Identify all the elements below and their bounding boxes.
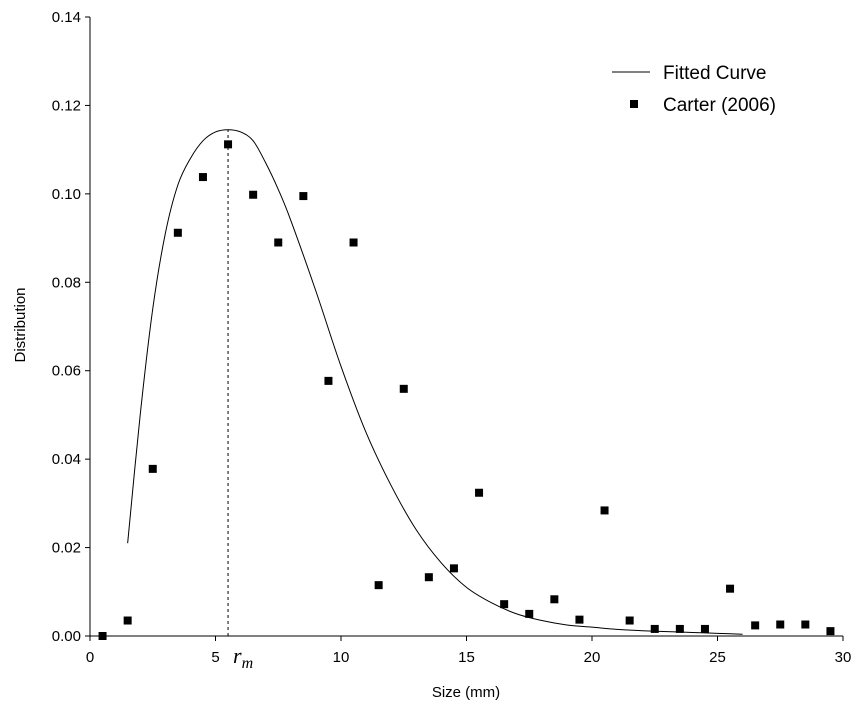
carter-data-point [700, 624, 709, 633]
carter-data-point [249, 190, 258, 199]
y-tick-label: 0.00 [52, 628, 81, 645]
y-tick-label: 0.06 [52, 363, 81, 380]
y-axis-label: Distribution [12, 287, 29, 362]
carter-data-point [123, 616, 132, 625]
x-tick-label: 10 [333, 649, 350, 666]
rm-annotation-label: rm [233, 643, 253, 672]
rm-annotation-main: r [233, 643, 242, 668]
carter-data-point [575, 615, 584, 624]
carter-data-point [424, 573, 433, 582]
carter-data-point [324, 376, 333, 385]
carter-data-point [224, 140, 233, 149]
rm-annotation-subscript: m [242, 655, 254, 672]
carter-data-point [525, 609, 534, 618]
carter-data-point [650, 624, 659, 633]
carter-data-point [449, 564, 458, 573]
carter-data-point [399, 384, 408, 393]
carter-data-point [349, 238, 358, 247]
carter-data-point [500, 600, 509, 609]
legend-entry-carter-2006: Carter (2006) [663, 95, 776, 116]
y-tick-label: 0.10 [52, 186, 81, 203]
carter-data-point [374, 581, 383, 590]
axes: 0.00 0.02 0.04 0.06 0.08 0.10 0.12 0.14 0 5 10 15 20… [52, 9, 852, 666]
carter-data-point [600, 506, 609, 515]
carter-data-point [198, 173, 207, 182]
x-axis-label: Size (mm) [432, 684, 500, 701]
x-tick-label: 20 [584, 649, 601, 666]
y-tick-label: 0.14 [52, 9, 81, 26]
x-tick-label: 0 [86, 649, 94, 666]
carter-data-point [274, 238, 283, 247]
carter-data-point [299, 192, 308, 201]
carter-data-point [801, 620, 810, 629]
x-tick-label: 30 [835, 649, 852, 666]
carter-data-point [550, 595, 559, 604]
carter-data-point [751, 621, 760, 630]
carter-data-point [148, 464, 157, 473]
carter-data-point [726, 584, 735, 593]
legend: Fitted Curve Carter (2006) [612, 63, 776, 116]
y-tick-label: 0.12 [52, 97, 81, 114]
legend-marker-swatch [630, 100, 638, 108]
y-tick-label: 0.02 [52, 540, 81, 557]
plot-area [98, 129, 835, 640]
y-tick-label: 0.08 [52, 274, 81, 291]
fitted-curve-line [127, 129, 743, 635]
carter-data-point [475, 488, 484, 497]
legend-entry-fitted-curve: Fitted Curve [663, 63, 766, 84]
carter-data-point [625, 616, 634, 625]
carter-data-point [776, 620, 785, 629]
carter-data-point [826, 627, 835, 636]
carter-data-point [173, 228, 182, 237]
x-tick-label: 25 [709, 649, 726, 666]
x-tick-label: 15 [458, 649, 475, 666]
x-tick-label: 5 [211, 649, 219, 666]
carter-data-point [675, 624, 684, 633]
y-tick-label: 0.04 [52, 451, 81, 468]
